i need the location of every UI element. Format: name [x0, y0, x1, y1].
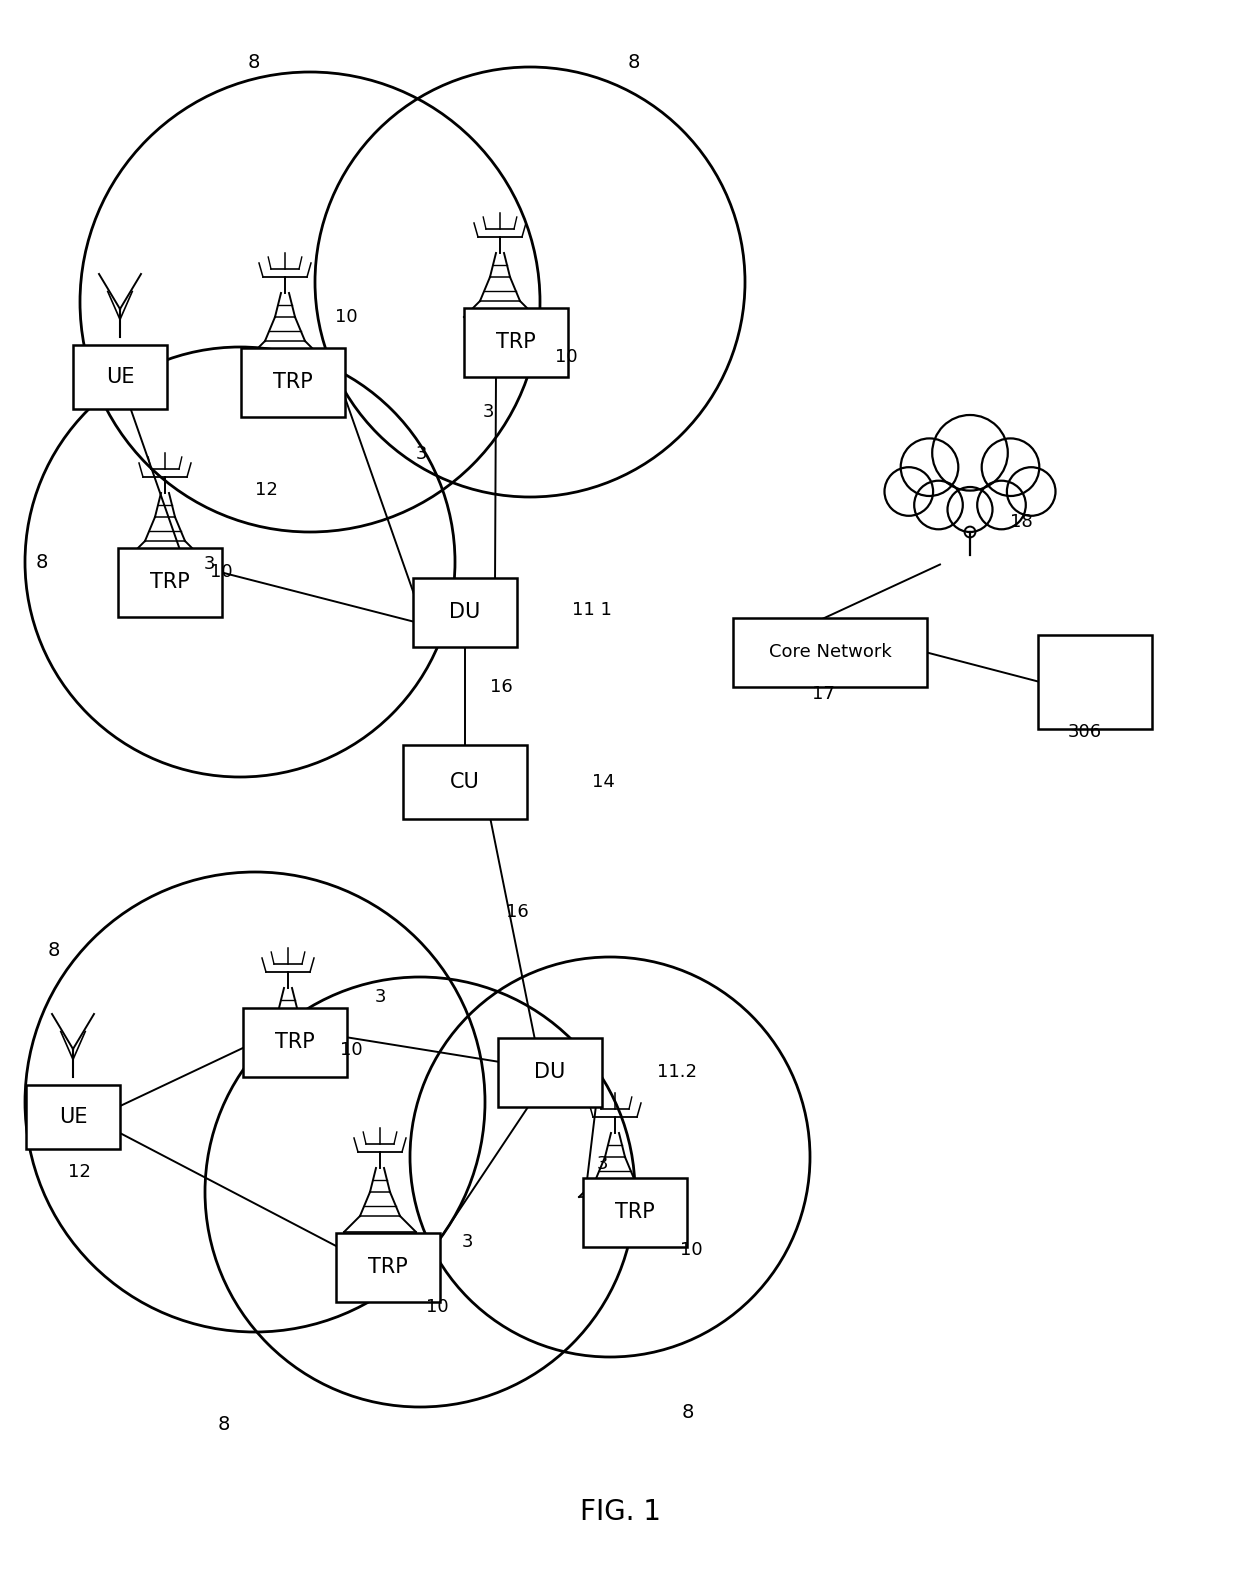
Text: 16: 16 [506, 902, 528, 921]
FancyBboxPatch shape [498, 1038, 601, 1107]
Text: 8: 8 [36, 552, 48, 572]
Text: 8: 8 [627, 52, 640, 71]
Text: DU: DU [449, 602, 481, 623]
Text: 10: 10 [210, 563, 233, 582]
Text: 16: 16 [490, 678, 513, 696]
Text: TRP: TRP [496, 332, 536, 352]
Text: 3: 3 [374, 987, 387, 1006]
Text: 18: 18 [1011, 512, 1033, 531]
Circle shape [884, 467, 932, 516]
Circle shape [947, 487, 992, 531]
Text: 3: 3 [484, 402, 495, 421]
Text: 3: 3 [205, 555, 216, 574]
Text: CU: CU [450, 772, 480, 792]
FancyBboxPatch shape [1038, 635, 1152, 729]
Text: 8: 8 [48, 940, 61, 959]
Circle shape [914, 481, 962, 530]
Text: 3: 3 [596, 1155, 609, 1173]
Circle shape [977, 481, 1025, 530]
Text: 10: 10 [680, 1240, 703, 1259]
Text: Core Network: Core Network [769, 643, 892, 660]
Text: 17: 17 [812, 685, 835, 703]
Text: 8: 8 [682, 1402, 694, 1421]
Text: TRP: TRP [150, 572, 190, 593]
Text: TRP: TRP [273, 373, 312, 391]
Text: 10: 10 [427, 1298, 449, 1316]
FancyBboxPatch shape [464, 308, 568, 377]
Text: 11 1: 11 1 [572, 601, 611, 619]
Text: TRP: TRP [275, 1031, 315, 1052]
FancyBboxPatch shape [583, 1177, 687, 1247]
Circle shape [982, 439, 1039, 497]
Text: UE: UE [58, 1107, 87, 1127]
Text: UE: UE [105, 366, 134, 387]
FancyBboxPatch shape [73, 344, 167, 409]
FancyBboxPatch shape [118, 547, 222, 616]
Text: 12: 12 [68, 1163, 91, 1181]
FancyBboxPatch shape [241, 347, 345, 417]
FancyBboxPatch shape [336, 1232, 440, 1302]
Text: DU: DU [534, 1063, 565, 1082]
Text: FIG. 1: FIG. 1 [579, 1498, 661, 1526]
FancyBboxPatch shape [733, 618, 928, 687]
FancyBboxPatch shape [403, 745, 527, 819]
FancyBboxPatch shape [26, 1085, 120, 1149]
Text: 3: 3 [463, 1232, 474, 1251]
Circle shape [932, 415, 1008, 490]
Circle shape [1007, 467, 1055, 516]
Text: 10: 10 [335, 308, 357, 325]
Circle shape [900, 439, 959, 497]
Text: 8: 8 [218, 1415, 231, 1434]
Text: 3: 3 [415, 445, 428, 464]
Text: 10: 10 [340, 1041, 362, 1060]
Text: TRP: TRP [368, 1258, 408, 1276]
Text: TRP: TRP [615, 1203, 655, 1221]
Text: 12: 12 [255, 481, 278, 498]
Text: 8: 8 [248, 52, 260, 71]
Text: 11.2: 11.2 [657, 1063, 697, 1082]
Text: 14: 14 [591, 773, 615, 791]
Text: 10: 10 [556, 347, 578, 366]
FancyBboxPatch shape [243, 1008, 347, 1077]
Text: 306: 306 [1068, 723, 1102, 740]
FancyBboxPatch shape [413, 577, 517, 646]
